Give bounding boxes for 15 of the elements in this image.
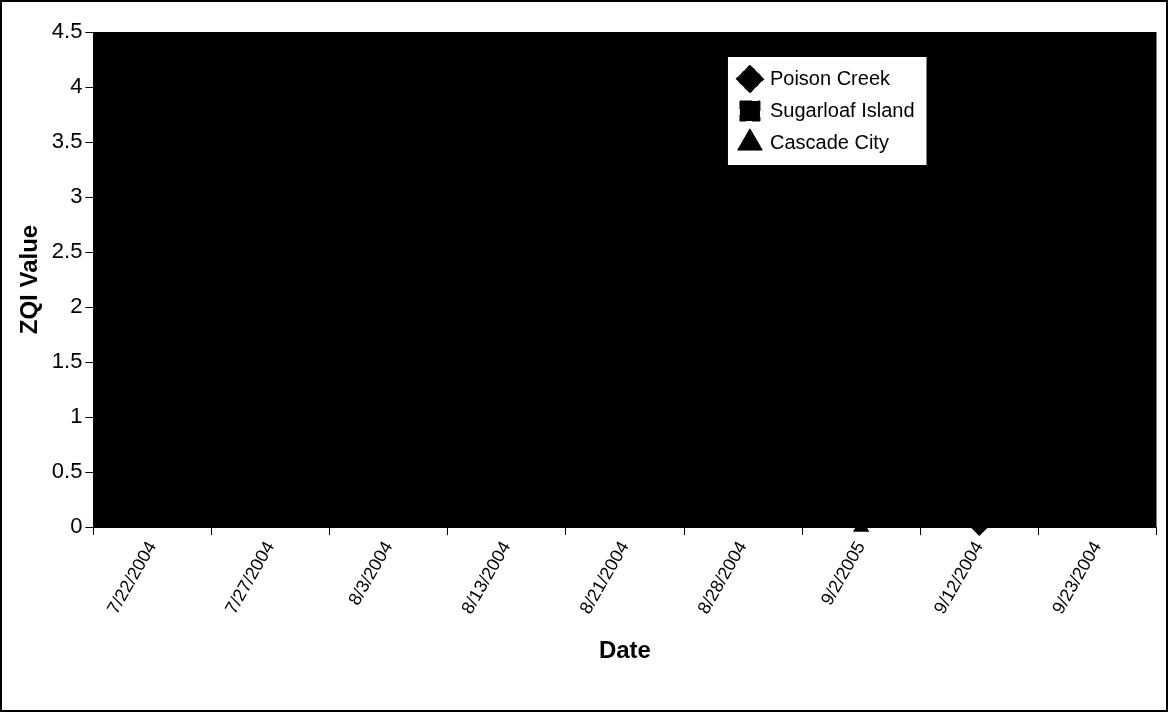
y-tick-label: 1 xyxy=(70,403,83,429)
x-axis-title: Date xyxy=(598,636,651,664)
y-tick-label: 0.5 xyxy=(51,458,83,484)
legend-label: Poison Creek xyxy=(769,66,892,89)
y-tick-label: 0 xyxy=(70,513,83,539)
y-axis-title: ZQI Value xyxy=(15,224,43,335)
y-tick-label: 3 xyxy=(70,183,83,209)
y-tick-label: 4.5 xyxy=(51,18,83,44)
legend-label: Cascade City xyxy=(769,130,889,153)
y-tick-label: 3.5 xyxy=(51,128,83,154)
y-tick-label: 2.5 xyxy=(51,238,83,264)
y-tick-label: 4 xyxy=(70,73,83,99)
legend-label: Sugarloaf Island xyxy=(769,98,915,121)
y-tick-label: 2 xyxy=(70,293,83,319)
y-tick-label: 1.5 xyxy=(51,348,83,374)
